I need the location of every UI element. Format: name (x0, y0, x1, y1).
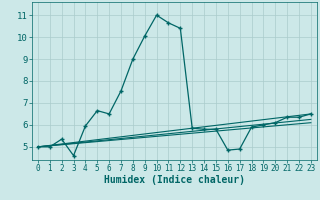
X-axis label: Humidex (Indice chaleur): Humidex (Indice chaleur) (104, 175, 245, 185)
